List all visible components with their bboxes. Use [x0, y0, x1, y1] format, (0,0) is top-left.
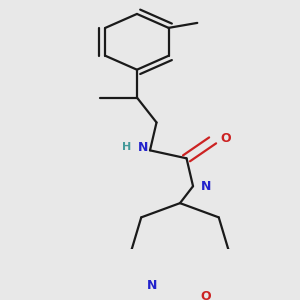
Text: N: N: [147, 278, 157, 292]
Text: H: H: [122, 142, 131, 152]
Text: O: O: [220, 132, 231, 145]
Text: N: N: [138, 141, 149, 154]
Text: N: N: [201, 180, 211, 193]
Text: O: O: [200, 290, 211, 300]
